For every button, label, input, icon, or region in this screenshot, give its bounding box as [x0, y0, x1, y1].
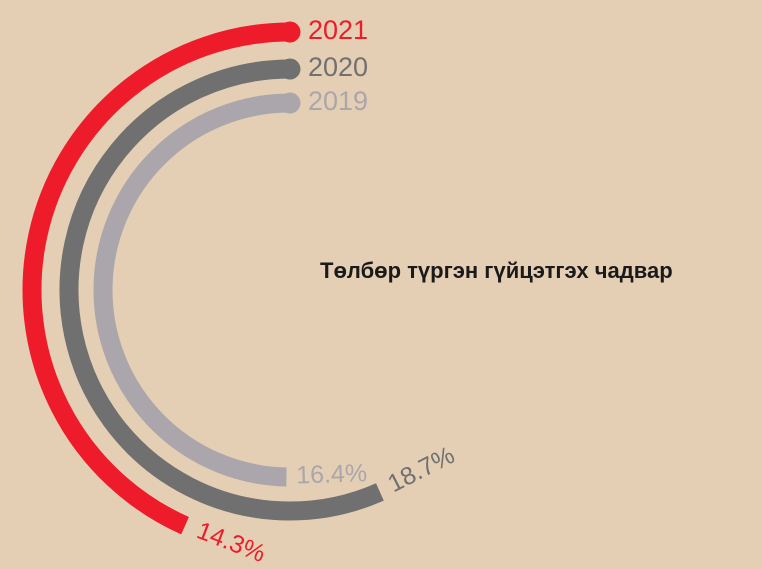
arc-cap — [279, 58, 301, 80]
arc-cap — [279, 21, 301, 43]
chart-title: Төлбөр түргэн гүйцэтгэх чадвар — [320, 258, 673, 283]
value-label: 16.4% — [296, 459, 368, 489]
arc-bar — [22, 22, 291, 535]
arc-cap — [279, 92, 301, 114]
arc-bar — [59, 59, 384, 521]
legend-label: 2020 — [308, 52, 368, 82]
legend-label: 2021 — [308, 15, 368, 45]
arc-bar — [93, 93, 291, 487]
legend-label: 2019 — [308, 86, 368, 116]
